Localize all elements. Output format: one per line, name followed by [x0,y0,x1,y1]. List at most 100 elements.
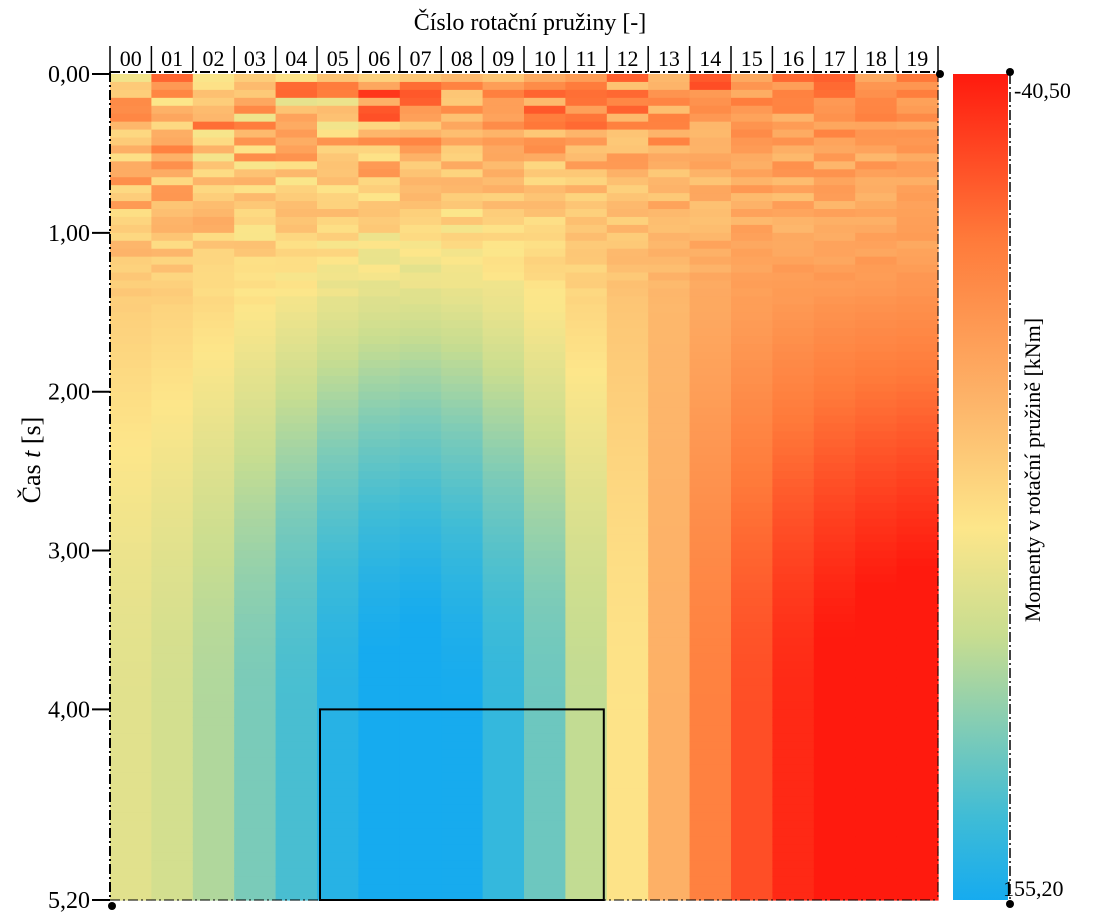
heatmap-cell [813,129,856,139]
heatmap-cell [565,81,608,91]
heatmap-cell [441,542,484,552]
heatmap-cell [565,526,608,536]
heatmap-cell [234,248,277,258]
heatmap-cell [192,81,235,91]
heatmap-cell [731,725,773,734]
heatmap-cell [399,884,442,893]
heatmap-cell [689,677,732,687]
heatmap-cell [813,161,856,170]
heatmap-cell [896,391,939,401]
heatmap-cell [275,407,318,417]
x-category-label: 16 [782,46,804,71]
heatmap-cell [151,129,194,139]
x-category-labels: 00 01 02 03 04 05 06 07 08 09 10 11 12 13 14 15 16 17 18 19 [109,46,939,72]
heatmap-cell [689,598,732,607]
heatmap-cell [234,566,277,575]
heatmap-cell [358,606,401,615]
heatmap-cell [731,669,773,679]
heatmap-cell [772,590,815,599]
heatmap-cell [358,224,401,234]
heatmap-cell [855,463,898,472]
heatmap-cell [896,542,939,552]
heatmap-cell [441,494,484,504]
heatmap-cell [234,772,277,782]
heatmap-cell [689,367,732,377]
heatmap-cell [896,463,939,472]
heatmap-cell [524,359,566,369]
heatmap-cell [151,788,194,798]
heatmap-cell [317,209,359,218]
heatmap-cell [275,566,318,575]
heatmap-cell [813,375,856,385]
heatmap-cell [234,892,277,901]
heatmap-cell [317,264,359,274]
heatmap-cell [772,876,815,885]
heatmap-cell [192,622,235,631]
heatmap-cell [358,455,401,464]
heatmap-cell [192,487,235,496]
heatmap-cell [648,439,691,448]
heatmap-cell [110,653,152,663]
heatmap-cell [275,288,318,297]
heatmap-cell [110,820,152,830]
heatmap-cell [524,868,566,877]
heatmap-cell [192,582,235,591]
heatmap-cell [151,836,194,845]
heatmap-cell [482,248,525,258]
heatmap-cell [689,232,732,242]
y-tick-label: 5,20 [48,888,90,912]
heatmap-cell [399,558,442,568]
heatmap-cell [275,622,318,631]
heatmap-cell [441,749,484,758]
heatmap-cell [689,336,732,345]
heatmap-cell [731,479,773,488]
heatmap-cell [606,876,649,885]
heatmap-cell [317,471,359,480]
heatmap-cell [317,351,359,361]
heatmap-cell [317,796,359,806]
heatmap-cell [524,288,566,297]
x-category-label: 09 [492,46,514,71]
heatmap-cell [358,161,401,170]
heatmap-cell [275,113,318,123]
heatmap-cell [399,582,442,591]
heatmap-cell [358,320,401,329]
heatmap-cell [317,487,359,496]
heatmap-cell [399,81,442,91]
heatmap-cell [772,502,815,512]
heatmap-cell [606,145,649,155]
heatmap-cell [772,494,815,504]
heatmap-cell [606,717,649,726]
heatmap-cell [772,725,815,734]
heatmap-cell [648,772,691,782]
heatmap-cell [482,383,525,393]
heatmap-cell [399,780,442,790]
heatmap-cell [648,399,691,409]
heatmap-cell [813,81,856,91]
heatmap-cell [772,518,815,528]
x-category-label: 08 [451,46,473,71]
heatmap-cell [317,193,359,202]
heatmap-cell [896,81,939,91]
heatmap-cell [606,399,649,409]
heatmap-cell [441,399,484,409]
heatmap-cell [275,661,318,671]
heatmap-cell [275,534,318,544]
heatmap-cell [772,812,815,822]
heatmap-cell [648,820,691,830]
heatmap-cell [482,328,525,337]
heatmap-cell [896,471,939,480]
heatmap-cell [606,582,649,591]
heatmap-cell [524,209,566,218]
heatmap-cell [813,232,856,242]
heatmap-cell [192,836,235,845]
heatmap-cell [358,209,401,218]
heatmap-cell [275,240,318,250]
heatmap-cell [151,256,194,266]
heatmap-cell [192,733,235,742]
heatmap-cell [110,288,152,297]
heatmap-cell [441,216,484,226]
heatmap-cell [234,590,277,599]
heatmap-cell [358,137,401,147]
